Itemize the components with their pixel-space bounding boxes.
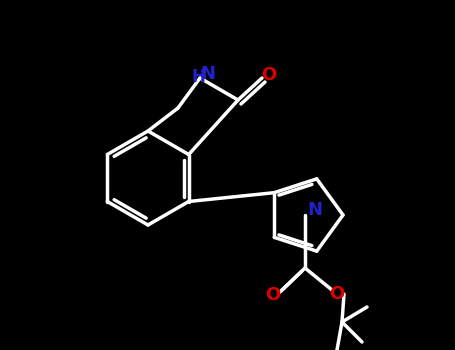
Text: N: N <box>201 65 216 83</box>
Text: O: O <box>261 66 277 84</box>
Text: O: O <box>265 286 281 304</box>
Text: O: O <box>329 285 344 303</box>
Text: N: N <box>308 201 323 219</box>
Text: H: H <box>191 68 205 86</box>
